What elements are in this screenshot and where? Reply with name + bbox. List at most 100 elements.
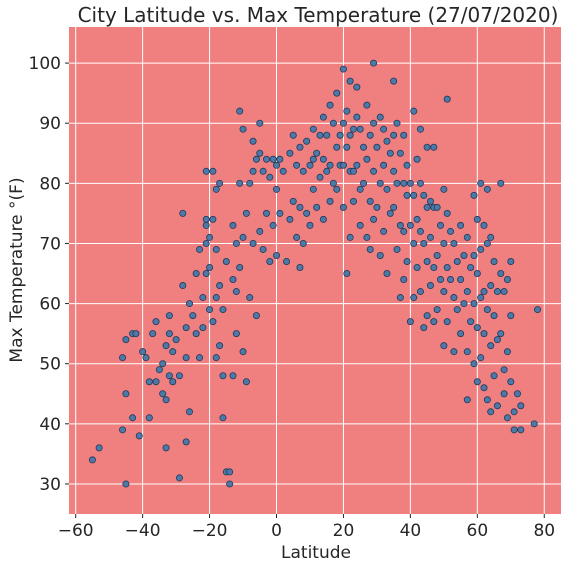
data-point [507, 257, 515, 265]
data-point [363, 101, 371, 109]
data-point [390, 131, 398, 139]
data-point [202, 221, 210, 229]
data-point [239, 233, 247, 241]
data-point [487, 233, 495, 241]
data-point [406, 318, 414, 326]
y-tick-label: 40 [39, 415, 61, 435]
data-point [316, 131, 324, 139]
data-point [383, 137, 391, 145]
x-tick-label: −20 [192, 521, 228, 541]
data-point [95, 444, 103, 452]
data-point [463, 348, 471, 356]
y-tick-label: 80 [39, 174, 61, 194]
data-point [440, 239, 448, 247]
data-point [279, 167, 287, 175]
data-point [400, 227, 408, 235]
data-point [366, 131, 374, 139]
data-point [206, 306, 214, 314]
data-point [192, 330, 200, 338]
data-point [306, 221, 314, 229]
data-point [363, 233, 371, 241]
data-point [493, 288, 501, 296]
data-point [145, 378, 153, 386]
data-point [510, 408, 518, 416]
data-point [165, 330, 173, 338]
data-point [199, 324, 207, 332]
x-tick-label: 80 [533, 521, 555, 541]
data-point [517, 402, 525, 410]
data-point [480, 288, 488, 296]
data-point [273, 161, 281, 169]
data-point [343, 107, 351, 115]
data-point [336, 131, 344, 139]
data-point [165, 372, 173, 380]
y-tick-label: 50 [39, 355, 61, 375]
data-point [326, 161, 334, 169]
data-point [162, 342, 170, 350]
data-point [239, 348, 247, 356]
data-point [192, 270, 200, 278]
data-point [199, 294, 207, 302]
data-point [346, 77, 354, 85]
data-point [360, 143, 368, 151]
data-point [416, 125, 424, 133]
data-point [249, 167, 257, 175]
data-point [232, 288, 240, 296]
data-point [370, 167, 378, 175]
data-point [152, 318, 160, 326]
data-point [487, 282, 495, 290]
data-point [483, 306, 491, 314]
data-point [403, 191, 411, 199]
data-point [339, 203, 347, 211]
data-point [229, 276, 237, 284]
data-point [443, 209, 451, 217]
data-point [155, 366, 163, 374]
data-point [182, 324, 190, 332]
x-tick-label: 40 [400, 521, 422, 541]
data-point [457, 276, 465, 284]
data-point [497, 330, 505, 338]
data-point [169, 378, 177, 386]
data-point [252, 155, 260, 163]
y-axis-label: Max Temperature °(F) [7, 177, 27, 362]
data-point [299, 167, 307, 175]
data-point [216, 179, 224, 187]
y-tick-label: 100 [29, 54, 61, 74]
data-point [276, 209, 284, 217]
data-point [135, 432, 143, 440]
data-point [376, 251, 384, 259]
data-point [219, 372, 227, 380]
data-point [493, 336, 501, 344]
data-point [460, 251, 468, 259]
data-point [319, 215, 327, 223]
data-point [299, 239, 307, 247]
data-point [122, 336, 130, 344]
data-point [349, 167, 357, 175]
data-point [497, 270, 505, 278]
data-point [473, 378, 481, 386]
data-point [396, 149, 404, 157]
data-point [346, 233, 354, 241]
data-point [232, 239, 240, 247]
x-tick-label: −40 [125, 521, 161, 541]
x-tick-label: 0 [271, 521, 282, 541]
data-point [463, 233, 471, 241]
data-point [410, 239, 418, 247]
data-point [423, 312, 431, 320]
data-point [406, 179, 414, 187]
data-point [430, 263, 438, 271]
data-point [232, 330, 240, 338]
data-point [289, 131, 297, 139]
data-point [269, 221, 277, 229]
data-point [483, 239, 491, 247]
data-point [413, 155, 421, 163]
data-point [239, 125, 247, 133]
data-point [333, 143, 341, 151]
data-point [165, 312, 173, 320]
data-point [159, 360, 167, 368]
data-point [175, 372, 183, 380]
data-point [343, 143, 351, 151]
data-point [517, 426, 525, 434]
data-point [185, 408, 193, 416]
